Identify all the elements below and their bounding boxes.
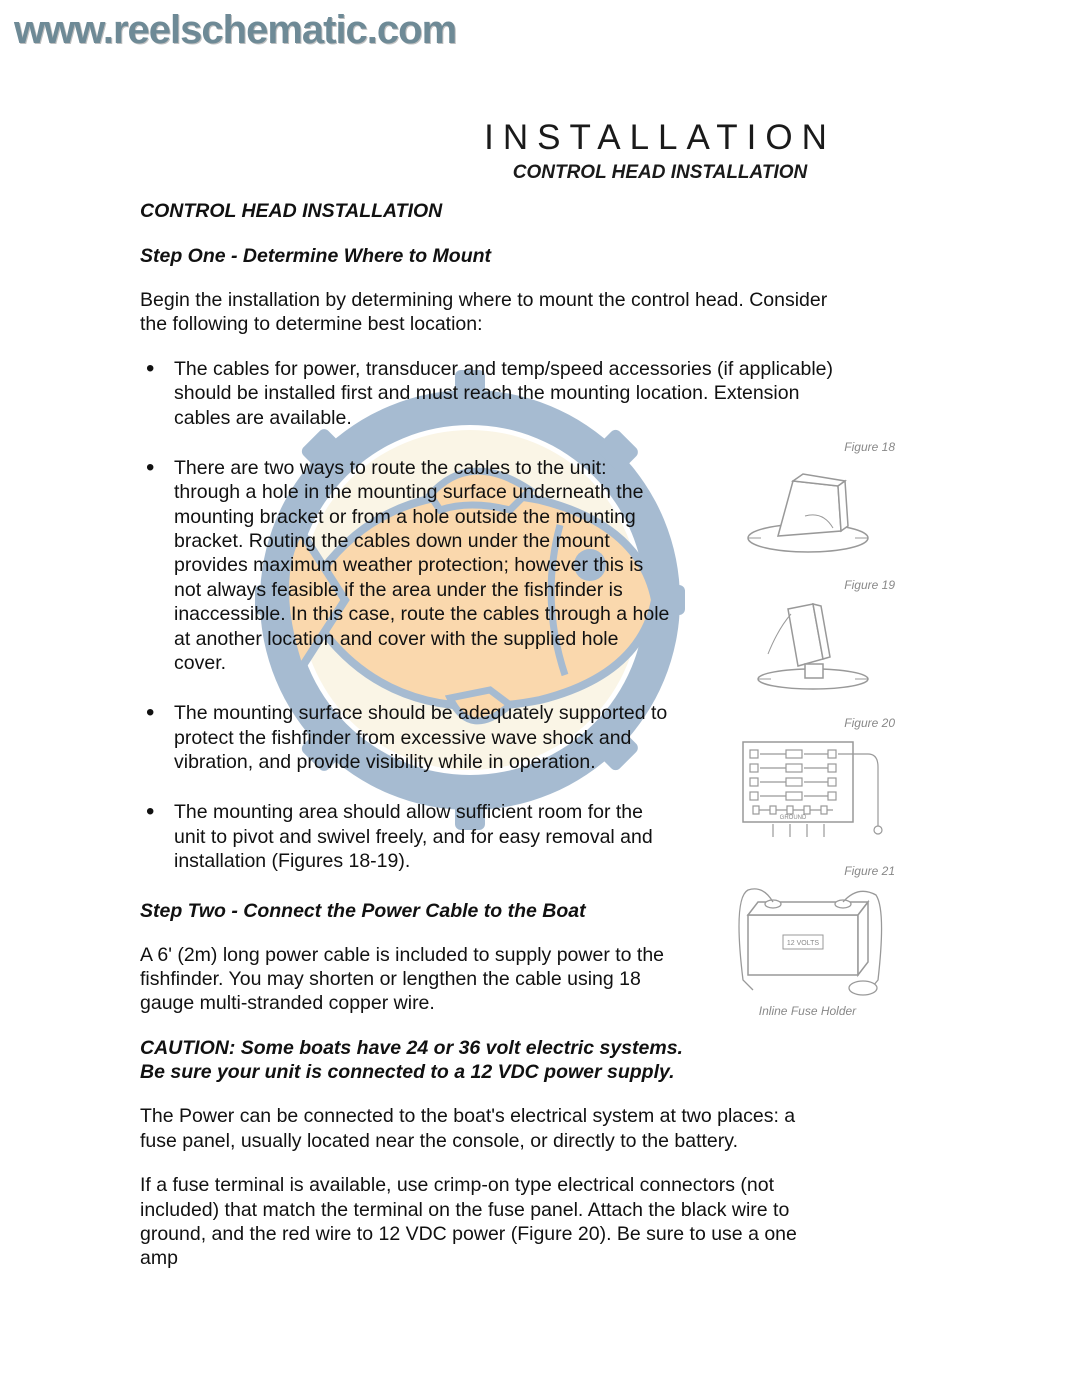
step-one-intro: Begin the installation by determining wh… [140,288,840,337]
figure-20-svg: GROUND [728,732,888,842]
bullet-3: The mounting surface should be adequatel… [174,701,674,774]
page-title: INSTALLATION [240,118,1080,158]
caution-text: CAUTION: Some boats have 24 or 36 volt e… [140,1036,710,1085]
side-figures: Figure 18 Figure 19 [720,440,895,1040]
figure-19: Figure 19 [720,578,895,694]
figure-21-caption: Inline Fuse Holder [720,1004,895,1018]
figure-18: Figure 18 [720,440,895,556]
figure-20: Figure 20 [720,716,895,842]
step-two-p1: A 6' (2m) long power cable is included t… [140,943,670,1016]
figure-18-svg [733,456,883,556]
bullet-2: There are two ways to route the cables t… [174,456,674,675]
svg-text:GROUND: GROUND [779,815,806,821]
figure-19-svg [733,594,883,694]
figure-21-label: Figure 21 [720,864,895,878]
watermark-url: www.reelschematic.com [14,8,456,53]
figure-21: Figure 21 12 VOLTS Inline Fuse Holder [720,864,895,1018]
bullet-4: The mounting area should allow sufficien… [174,800,674,873]
page-header: INSTALLATION CONTROL HEAD INSTALLATION [0,118,1080,184]
page-subtitle: CONTROL HEAD INSTALLATION [240,162,1080,184]
svg-text:12 VOLTS: 12 VOLTS [786,940,818,947]
bullet-1: The cables for power, transducer and tem… [174,357,834,430]
step-two-p2: The Power can be connected to the boat's… [140,1104,820,1153]
figure-21-svg: 12 VOLTS [728,880,888,1000]
step-two-p3: If a fuse terminal is available, use cri… [140,1173,830,1271]
figure-18-label: Figure 18 [720,440,895,454]
step-one-title: Step One - Determine Where to Mount [140,245,940,268]
figure-20-label: Figure 20 [720,716,895,730]
figure-19-label: Figure 19 [720,578,895,592]
section-title: CONTROL HEAD INSTALLATION [140,200,940,223]
